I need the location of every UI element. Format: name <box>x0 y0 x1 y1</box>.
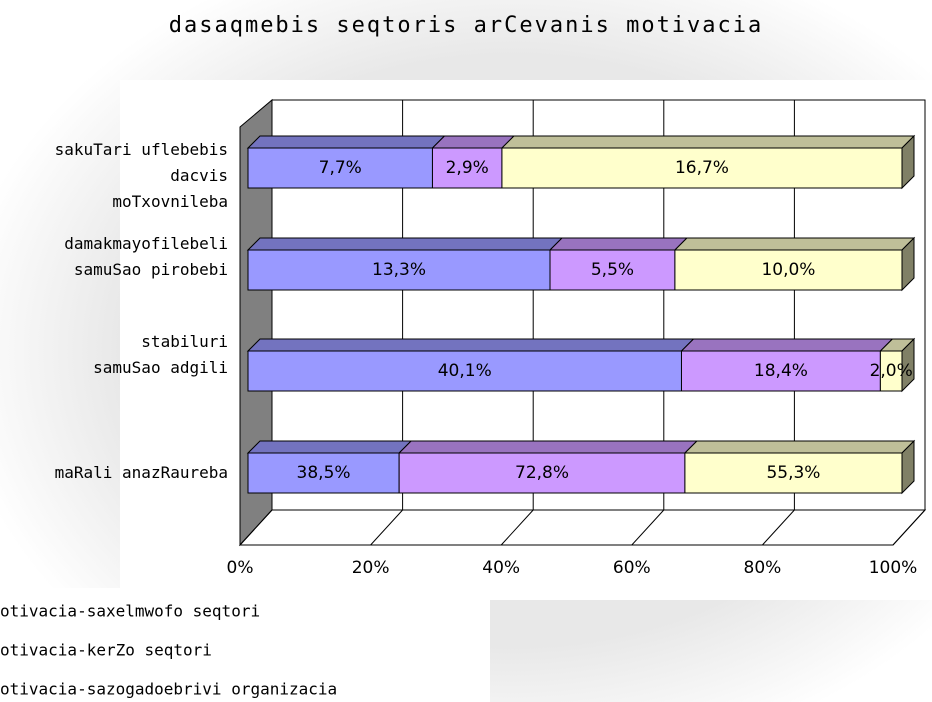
legend-label: otivacia-saxelmwofo seqtori <box>0 602 260 621</box>
bar <box>684 452 903 494</box>
x-tick-label: 80% <box>744 558 782 578</box>
chart-title: dasaqmebis seqtoris arCevanis motivacia <box>169 13 764 38</box>
y-tick-label: damakmayofilebeli samuSao pirobebi <box>64 234 228 279</box>
data-label: 16,7% <box>675 158 729 178</box>
bar <box>247 249 551 291</box>
floor-grid-line <box>500 509 534 546</box>
y-tick-label: stabiluri samuSao adgili <box>93 332 228 377</box>
legend-label: otivacia-sazogadoebrivi organizacia <box>0 680 337 699</box>
bar-top <box>683 440 916 454</box>
bar <box>501 147 903 189</box>
data-label: 2,9% <box>446 158 489 178</box>
data-label: 7,7% <box>319 158 362 178</box>
y-tick-label: sakuTari uflebebis dacvis moTxovnileba <box>55 140 228 211</box>
bar <box>431 147 503 189</box>
data-label: 18,4% <box>754 361 808 381</box>
floor-grid-line <box>762 509 795 546</box>
x-tick-label: 0% <box>227 558 254 578</box>
legend-box <box>0 588 490 702</box>
bar-top <box>500 135 916 149</box>
floor-grid-line <box>631 509 665 546</box>
x-tick-label: 100% <box>869 558 918 578</box>
floor-grid-line <box>239 509 273 546</box>
bar-top <box>246 237 564 251</box>
bar-top <box>548 237 689 251</box>
bar-top <box>431 135 516 149</box>
bar-top <box>397 440 699 454</box>
bar <box>398 452 686 494</box>
bar-top <box>246 440 413 454</box>
data-label: 5,5% <box>591 260 634 280</box>
bar-side <box>901 236 915 292</box>
floor-grid-line <box>892 509 926 546</box>
bar <box>247 350 682 392</box>
data-label: 38,5% <box>297 463 351 483</box>
bar-top <box>246 135 446 149</box>
bar-side <box>901 134 915 190</box>
bar-top <box>246 338 695 352</box>
bar-side <box>901 439 915 495</box>
data-label: 2,0% <box>870 361 913 381</box>
x-tick-label: 40% <box>482 558 520 578</box>
bar-side <box>901 337 915 393</box>
bar <box>680 350 881 392</box>
data-label: 55,3% <box>766 463 820 483</box>
bar <box>674 249 903 291</box>
x-tick-label: 60% <box>613 558 651 578</box>
bar-top <box>680 338 894 352</box>
data-label: 10,0% <box>761 260 815 280</box>
x-tick-label: 20% <box>352 558 390 578</box>
bar <box>247 147 433 189</box>
legend-label: otivacia-kerZo seqtori <box>0 641 212 660</box>
data-label: 72,8% <box>515 463 569 483</box>
floor <box>238 509 927 546</box>
bar-top <box>673 237 916 251</box>
data-label: 40,1% <box>438 361 492 381</box>
y-tick-label: maRali anazRaureba <box>55 463 228 482</box>
data-label: 13,3% <box>372 260 426 280</box>
floor-grid-line <box>370 509 403 546</box>
